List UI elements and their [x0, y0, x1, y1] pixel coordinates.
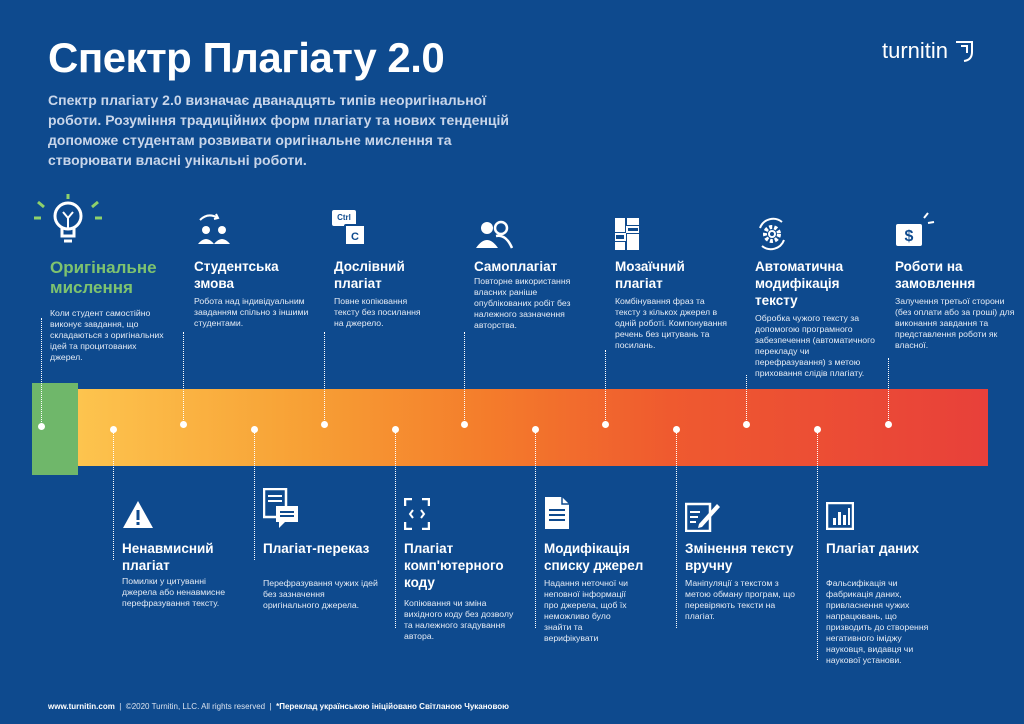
item-desc: Робота над індивідуальним завданням спіл…: [194, 296, 309, 328]
money-icon: $: [896, 212, 935, 246]
item-name: Оригінальне мислення: [50, 258, 157, 297]
connector-line: [254, 428, 255, 560]
footer-separator: |: [269, 702, 272, 711]
connector-line: [888, 358, 889, 424]
footer: www.turnitin.com | ©2020 Turnitin, LLC. …: [48, 702, 509, 711]
footer-separator: |: [119, 702, 122, 711]
connector-line: [817, 428, 818, 660]
document-edit-icon: [545, 497, 569, 529]
turnitin-mark-icon: [956, 41, 974, 62]
item-desc: Маніпуляції з текстом з метою обману про…: [685, 578, 796, 621]
item-name: Змінення тексту вручну: [685, 541, 794, 573]
spectrum-dot: [602, 421, 609, 428]
c-key: C: [344, 224, 366, 246]
item-name: Мозаїчний плагіат: [615, 259, 685, 291]
chart-icon: [826, 502, 854, 530]
people-icon: [476, 220, 514, 249]
spectrum-dot: [532, 426, 539, 433]
footer-copyright: ©2020 Turnitin, LLC. All rights reserved: [125, 702, 266, 711]
spectrum-dot: [885, 421, 892, 428]
item-desc: Копіювання чи зміна вихідного коду без д…: [404, 598, 514, 641]
pencil-doc-icon: [685, 502, 720, 532]
item-name: Автоматична модифікація тексту: [755, 259, 844, 308]
spectrum-dot: [251, 426, 258, 433]
item-desc: Коли студент самостійно виконує завдання…: [50, 308, 164, 362]
item-name: Роботи на замовлення: [895, 259, 976, 291]
gear-icon: [759, 217, 785, 251]
item-name: Плагіат-переказ: [263, 541, 370, 556]
item-name: Самоплагіат: [474, 259, 558, 274]
spectrum-dot: [392, 426, 399, 433]
spectrum-dot: [461, 421, 468, 428]
item-desc: Залучення третьої сторони (без оплати аб…: [895, 296, 1015, 350]
item-desc: Повне копіювання тексту без посилання на…: [334, 296, 421, 328]
connector-line: [113, 428, 114, 560]
mosaic-icon: [615, 218, 639, 250]
item-name: Модифікація списку джерел: [544, 541, 644, 573]
spectrum-dot: [743, 421, 750, 428]
item-name: Студентська змова: [194, 259, 279, 291]
footer-translation-credit: *Переклад українською ініційовано Світла…: [276, 702, 509, 711]
spectrum-dot: [110, 426, 117, 433]
item-name: Дослівний плагіат: [334, 259, 405, 291]
connector-line: [676, 428, 677, 628]
page-subtitle: Спектр плагіату 2.0 визначає дванадцять …: [48, 92, 510, 168]
item-desc: Фальсифікація чи фабрикація даних, привл…: [826, 578, 929, 665]
item-desc: Помилки у цитуванні джерела або ненавмис…: [122, 576, 226, 608]
connector-line: [464, 332, 465, 424]
item-desc: Надання неточної чи неповної інформації …: [544, 578, 628, 643]
spectrum-dot: [321, 421, 328, 428]
warning-icon: [123, 501, 153, 528]
page-title: Спектр Плагіату 2.0: [48, 34, 445, 81]
ctrl-key: Ctrl: [332, 210, 356, 226]
connector-line: [183, 332, 184, 424]
ctrl-c-icon: Ctrl C: [332, 210, 372, 246]
connector-line: [535, 428, 536, 628]
item-desc: Перефразування чужих ідей без зазначення…: [263, 578, 378, 610]
document-chat-icon: [263, 488, 298, 528]
connector-line: [746, 375, 747, 424]
footer-site-link[interactable]: www.turnitin.com: [48, 702, 115, 711]
connector-line: [324, 332, 325, 424]
code-icon: [404, 498, 430, 530]
item-desc: Комбінування фраз та тексту з кількох дж…: [615, 296, 727, 350]
spectrum-dot: [673, 426, 680, 433]
item-desc: Обробка чужого тексту за допомогою прогр…: [755, 313, 875, 378]
spectrum-dot: [180, 421, 187, 428]
logo-text: turnitin: [882, 38, 949, 63]
spectrum-dot: [38, 423, 45, 430]
item-name: Плагіат даних: [826, 541, 920, 556]
lightbulb-icon: [34, 194, 102, 243]
item-desc: Повторне використання власних раніше опу…: [474, 276, 571, 330]
svg-text:$: $: [905, 228, 914, 245]
item-name: Ненавмисний плагіат: [122, 541, 214, 573]
connector-line: [605, 350, 606, 424]
connector-line: [41, 318, 42, 426]
turnitin-logo[interactable]: turnitin: [882, 38, 978, 64]
collusion-people-icon: [198, 213, 230, 244]
connector-line: [395, 428, 396, 628]
spectrum-dot: [814, 426, 821, 433]
item-name: Плагіат комп'ютерного коду: [404, 541, 504, 590]
